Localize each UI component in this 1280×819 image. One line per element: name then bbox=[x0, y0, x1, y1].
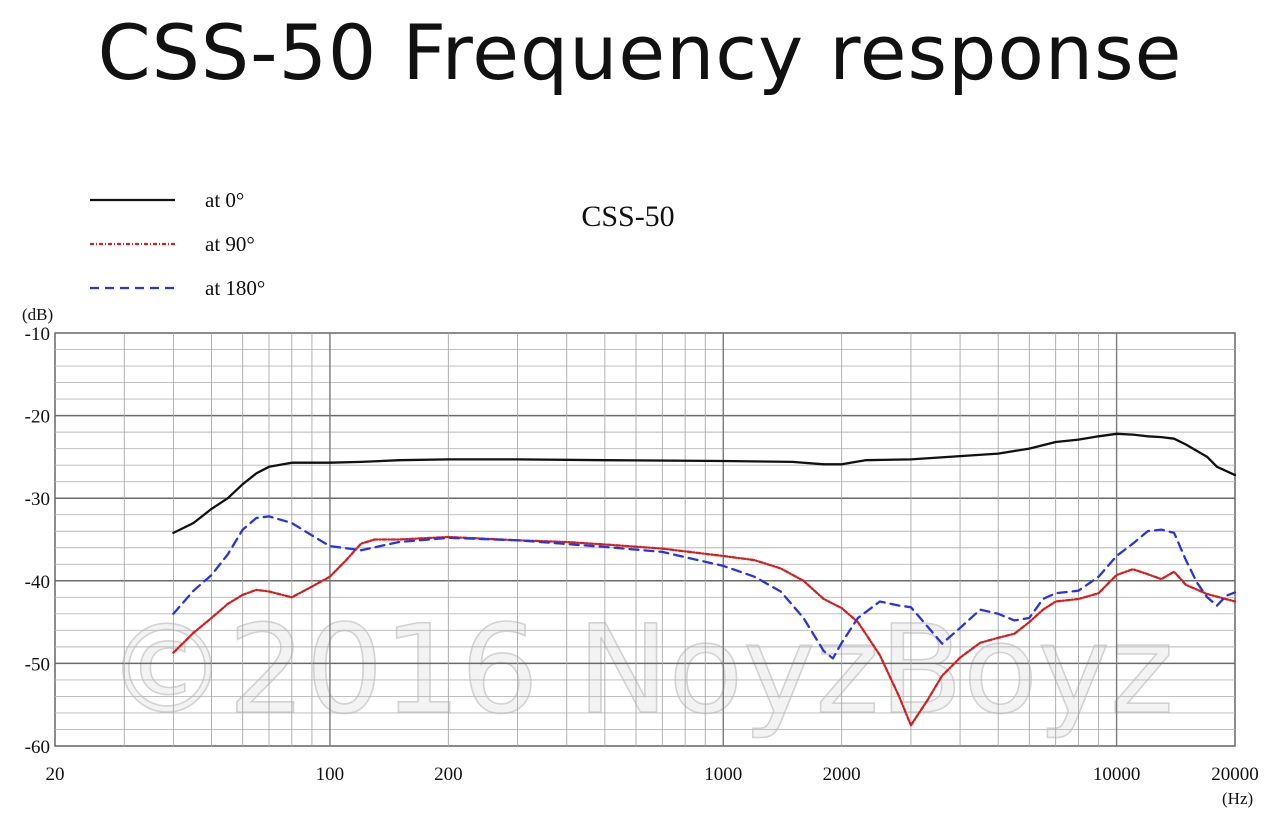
plot-frame bbox=[54, 332, 1236, 747]
x-axis-label: (Hz) bbox=[1222, 789, 1253, 808]
x-tick-label: 20 bbox=[46, 764, 65, 785]
y-axis-label: (dB) bbox=[22, 305, 53, 324]
x-tick-label: 200 bbox=[434, 764, 463, 785]
chart-legend: at 0° at 90° at 180° bbox=[90, 188, 265, 300]
x-tick-label: 20000 bbox=[1211, 764, 1259, 785]
series-line-2 bbox=[172, 515, 1237, 660]
x-tick-label: 2000 bbox=[823, 764, 861, 785]
watermark: ©2016 NoyzBoyz bbox=[105, 598, 1175, 742]
chart-axes: 20 100 200 1000 2000 10000 20000 -10 -20 -30 -40 -5… bbox=[25, 324, 1259, 785]
y-tick-label: -60 bbox=[25, 737, 50, 758]
x-tick-label: 10000 bbox=[1093, 764, 1141, 785]
y-tick-label: -50 bbox=[25, 654, 50, 675]
watermark-text: ©2016 NoyzBoyz bbox=[106, 599, 1174, 741]
series-line-0 bbox=[172, 432, 1237, 535]
chart-grid bbox=[54, 332, 1236, 747]
x-tick-label: 100 bbox=[316, 764, 345, 785]
legend-label-1: at 90° bbox=[205, 232, 255, 256]
y-tick-label: -30 bbox=[25, 489, 50, 510]
y-tick-label: -20 bbox=[25, 407, 50, 428]
legend-label-0: at 0° bbox=[205, 188, 244, 212]
legend-label-2: at 180° bbox=[205, 276, 265, 300]
y-tick-label: -10 bbox=[25, 324, 50, 345]
chart-title: CSS-50 bbox=[581, 200, 674, 233]
page-title: CSS-50 Frequency response bbox=[97, 8, 1183, 97]
series-line-1 bbox=[172, 535, 1237, 727]
y-tick-label: -40 bbox=[25, 572, 50, 593]
x-tick-label: 1000 bbox=[704, 764, 742, 785]
chart-series bbox=[172, 432, 1237, 727]
